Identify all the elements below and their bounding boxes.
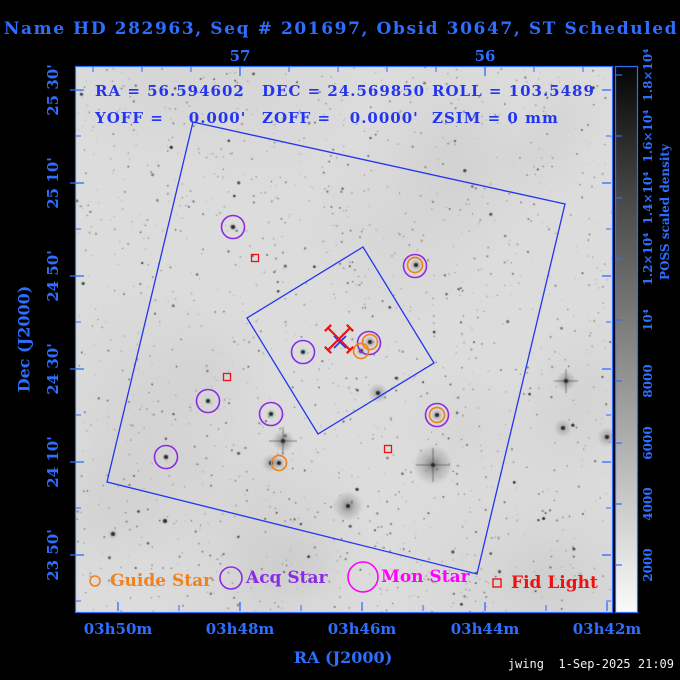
yoff-value: YOFF = 0.000' <box>95 109 247 127</box>
guide-star-marker <box>428 406 446 424</box>
left-axis-tick-label: 24 30' <box>44 343 62 395</box>
y-axis-title: Dec (J2000) <box>14 285 34 393</box>
top-axis-tick-label: 56 <box>474 47 496 65</box>
colorbar <box>614 65 639 614</box>
zoff-value: ZOFF = 0.0000' <box>262 109 419 127</box>
fid-light-marker <box>383 444 393 454</box>
roll-value: ROLL = 103.5489 <box>432 82 595 100</box>
left-axis-tick-label: 25 10' <box>44 157 62 209</box>
target-x-marker <box>324 324 354 354</box>
ra-value: RA = 56.594602 <box>95 82 245 100</box>
acq-star-marker <box>424 402 450 428</box>
fid-light-marker <box>250 253 260 263</box>
legend-mon-star-icon <box>347 561 379 593</box>
guide-star-marker <box>270 454 288 472</box>
colorbar-tick-label: 1.2×10⁴ <box>641 232 655 286</box>
dec-value: DEC = 24.569850 <box>262 82 426 100</box>
left-axis-tick-label: 23 50' <box>44 529 62 581</box>
bottom-axis-tick-label: 03h42m <box>572 620 642 638</box>
colorbar-tick-label: 1.4×10⁴ <box>641 171 655 225</box>
colorbar-tick-label: 6000 <box>641 426 655 460</box>
legend-fid-light-icon <box>492 578 502 588</box>
acq-star-marker <box>258 401 284 427</box>
colorbar-title: POSS scaled density <box>658 144 672 280</box>
target-pointing-cross <box>333 335 347 349</box>
colorbar-tick-label: 2000 <box>641 548 655 582</box>
acq-star-marker <box>220 214 246 240</box>
left-axis-tick-label: 24 10' <box>44 436 62 488</box>
colorbar-tick-label: 8000 <box>641 364 655 398</box>
fid-light-marker <box>222 372 232 382</box>
colorbar-tick-label: 10⁴ <box>641 309 655 331</box>
acq-star-marker <box>356 330 382 356</box>
guide-star-marker <box>361 333 379 351</box>
acq-star-marker <box>153 444 179 470</box>
bottom-axis-tick-label: 03h44m <box>450 620 520 638</box>
bottom-axis-tick-label: 03h48m <box>205 620 275 638</box>
left-axis-tick-label: 24 50' <box>44 250 62 302</box>
bottom-axis-tick-label: 03h50m <box>83 620 153 638</box>
acq-star-marker <box>290 339 316 365</box>
legend-mon-star-label: Mon Star <box>381 567 470 587</box>
acq-star-marker <box>195 388 221 414</box>
legend-fid-light-label: Fid Light <box>511 573 598 593</box>
top-axis-tick-label: 57 <box>229 47 251 65</box>
legend-acq-star-icon <box>219 566 243 590</box>
colorbar-tick-label: 1.8×10⁴ <box>641 48 655 102</box>
guide-star-marker <box>352 342 370 360</box>
fov-inner-outline <box>246 246 435 435</box>
legend-guide-star-label: Guide Star <box>110 571 213 591</box>
x-axis-title: RA (J2000) <box>293 648 393 667</box>
plot-frame <box>74 65 614 614</box>
bottom-axis-tick-label: 03h46m <box>327 620 397 638</box>
guide-star-marker <box>406 256 424 274</box>
legend-guide-star-icon <box>89 575 101 587</box>
left-axis-tick-label: 25 30' <box>44 64 62 116</box>
colorbar-tick-label: 1.6×10⁴ <box>641 109 655 163</box>
legend-acq-star-label: Acq Star <box>246 568 328 588</box>
colorbar-tick-label: 4000 <box>641 487 655 521</box>
acq-star-marker <box>402 253 428 279</box>
plot-title: Name HD 282963, Seq # 201697, Obsid 3064… <box>3 19 679 39</box>
footer-credit: jwing 1-Sep-2025 21:09 <box>507 657 674 671</box>
zsim-value: ZSIM = 0 mm <box>432 109 559 127</box>
fov-outer-outline <box>106 121 566 575</box>
